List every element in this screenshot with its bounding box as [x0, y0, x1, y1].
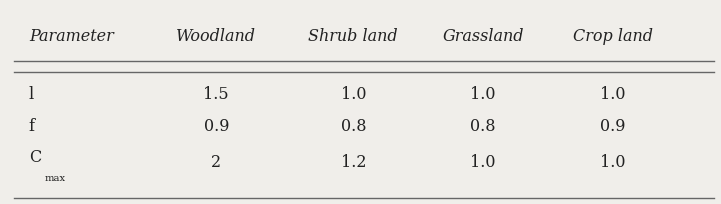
Text: Parameter: Parameter: [29, 28, 114, 45]
Text: 0.9: 0.9: [600, 118, 626, 135]
Text: 1.0: 1.0: [470, 154, 496, 171]
Text: Grassland: Grassland: [442, 28, 524, 45]
Text: 1.2: 1.2: [340, 154, 366, 171]
Text: 1.0: 1.0: [600, 154, 626, 171]
Text: 1.0: 1.0: [340, 86, 366, 103]
Text: 2: 2: [211, 154, 221, 171]
Text: 0.9: 0.9: [203, 118, 229, 135]
Text: f: f: [29, 118, 35, 135]
Text: Shrub land: Shrub land: [309, 28, 398, 45]
Text: 0.8: 0.8: [340, 118, 366, 135]
Text: 0.8: 0.8: [470, 118, 496, 135]
Text: Crop land: Crop land: [573, 28, 653, 45]
Text: 1.0: 1.0: [600, 86, 626, 103]
Text: Woodland: Woodland: [177, 28, 256, 45]
Text: l: l: [29, 86, 34, 103]
Text: 1.5: 1.5: [203, 86, 229, 103]
Text: C: C: [29, 149, 41, 166]
Text: max: max: [45, 174, 66, 183]
Text: 1.0: 1.0: [470, 86, 496, 103]
